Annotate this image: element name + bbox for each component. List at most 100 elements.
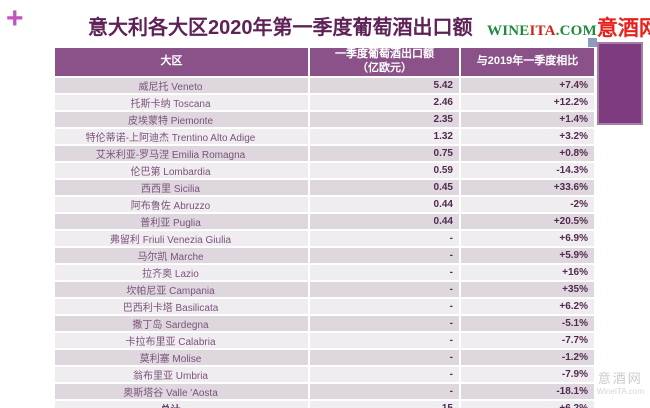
watermark-en: WineITA.com: [596, 386, 644, 396]
change-cell: -7.9%: [461, 367, 594, 382]
change-cell: +20.5%: [461, 214, 594, 229]
region-name-cn: 撒丁岛: [132, 320, 163, 331]
change-value: +20.5%: [553, 216, 588, 227]
table-row: 威尼托 Veneto 5.42 +7.4%: [55, 78, 594, 93]
export-cell: -: [310, 367, 459, 382]
region-name-cn: 巴西利卡塔: [122, 303, 173, 314]
region-cell: 阿布鲁佐 Abruzzo: [55, 197, 308, 212]
change-cell: +16%: [461, 265, 594, 280]
region-name-cn: 卡拉布里亚: [125, 337, 176, 348]
region-name-cn: 伦巴第: [130, 167, 161, 178]
export-cell: -: [310, 248, 459, 263]
change-cell: +12.2%: [461, 95, 594, 110]
region-name-it: Sardegna: [162, 320, 209, 331]
export-cell: 2.46: [310, 95, 459, 110]
change-value: +0.8%: [559, 148, 588, 159]
export-cell: -: [310, 299, 459, 314]
change-value: +12.2%: [553, 97, 588, 108]
change-cell: +5.9%: [461, 248, 594, 263]
table-row: 伦巴第 Lombardia 0.59 -14.3%: [55, 163, 594, 178]
change-value: -2%: [570, 199, 588, 210]
export-cell: -: [310, 316, 459, 331]
table-row: 卡拉布里亚 Calabria - -7.7%: [55, 333, 594, 348]
region-name-cn: 阿布鲁佐: [130, 201, 171, 212]
table-row: 特伦蒂诺-上阿迪杰 Trentino Alto Adige 1.32 +3.2%: [55, 129, 594, 144]
header-region: 大区: [55, 48, 308, 76]
table-row: 总计 15 +6.2%: [55, 401, 594, 408]
table-row: 马尔凯 Marche - +5.9%: [55, 248, 594, 263]
table-header-row: 大区 一季度葡萄酒出口额 （亿欧元） 与2019年一季度相比: [55, 48, 594, 76]
export-cell: -: [310, 265, 459, 280]
export-cell: 0.44: [310, 214, 459, 229]
change-value: +6.2%: [559, 403, 588, 408]
header-change: 与2019年一季度相比: [461, 48, 594, 76]
change-value: -7.7%: [561, 335, 588, 346]
change-value: +1.4%: [559, 114, 588, 125]
region-cell: 奥斯塔谷 Valle 'Aosta: [55, 384, 308, 399]
export-value: -: [449, 352, 453, 363]
region-name-cn: 翁布里亚: [132, 371, 173, 382]
header-export-line2: （亿欧元）: [357, 62, 412, 74]
export-value: -: [449, 233, 453, 244]
export-value: -: [449, 386, 453, 397]
region-cell: 弗留利 Friuli Venezia Giulia: [55, 231, 308, 246]
region-name-cn: 特伦蒂诺-上阿迪杰: [85, 133, 169, 144]
table-row: 艾米利亚-罗马涅 Emilia Romagna 0.75 +0.8%: [55, 146, 594, 161]
table-row: 奥斯塔谷 Valle 'Aosta - -18.1%: [55, 384, 594, 399]
region-cell: 伦巴第 Lombardia: [55, 163, 308, 178]
region-name-it: Valle 'Aosta: [163, 388, 218, 399]
region-cell: 总计: [55, 401, 308, 408]
change-value: -18.1%: [556, 386, 588, 397]
table-row: 莫利塞 Molise - -1.2%: [55, 350, 594, 365]
change-cell: +33.6%: [461, 180, 594, 195]
region-name-it: Veneto: [168, 82, 203, 93]
header-export-line1: 一季度葡萄酒出口额: [335, 48, 434, 61]
region-name-it: Piemonte: [167, 116, 214, 127]
table-row: 巴西利卡塔 Basilicata - +6.2%: [55, 299, 594, 314]
region-name-it: Friuli Venezia Giulia: [139, 235, 232, 246]
region-name-cn: 奥斯塔谷: [123, 388, 164, 399]
page-title: 意大利各大区2020年第一季度葡萄酒出口额: [88, 17, 473, 39]
export-cell: 0.59: [310, 163, 459, 178]
table-row: 撒丁岛 Sardegna - -5.1%: [55, 316, 594, 331]
region-name-cn: 托斯卡纳: [130, 99, 171, 110]
region-name-cn: 弗留利: [109, 235, 140, 246]
region-name-it: Umbria: [172, 371, 208, 382]
change-cell: -14.3%: [461, 163, 594, 178]
change-cell: +0.8%: [461, 146, 594, 161]
export-value: -: [449, 318, 453, 329]
change-value: -5.1%: [561, 318, 588, 329]
region-name-cn: 艾米利亚-罗马涅: [95, 150, 170, 161]
region-cell: 马尔凯 Marche: [55, 248, 308, 263]
header-export: 一季度葡萄酒出口额 （亿欧元）: [310, 48, 459, 76]
region-cell: 卡拉布里亚 Calabria: [55, 333, 308, 348]
export-value: -: [449, 250, 453, 261]
export-cell: 15: [310, 401, 459, 408]
export-value: 0.44: [433, 216, 453, 227]
export-cell: -: [310, 333, 459, 348]
export-value: 5.42: [433, 80, 453, 91]
change-cell: +1.4%: [461, 112, 594, 127]
logo-wine-text: WINE: [487, 23, 530, 39]
export-value: 2.35: [433, 114, 453, 125]
export-cell: 1.32: [310, 129, 459, 144]
region-name-cn: 普利亚: [140, 218, 171, 229]
region-name-it: Puglia: [170, 218, 201, 229]
region-name-cn: 马尔凯: [137, 252, 168, 263]
export-cell: 0.45: [310, 180, 459, 195]
export-cell: -: [310, 231, 459, 246]
table-row: 皮埃蒙特 Piemonte 2.35 +1.4%: [55, 112, 594, 127]
table-row: 西西里 Sicilia 0.45 +33.6%: [55, 180, 594, 195]
export-value: 0.45: [433, 182, 453, 193]
region-cell: 巴西利卡塔 Basilicata: [55, 299, 308, 314]
region-name-it: Abruzzo: [170, 201, 211, 212]
wineita-logo: WINEITA.COM意酒网: [487, 12, 650, 42]
region-name-cn: 坎帕尼亚: [126, 286, 167, 297]
table-row: 坎帕尼亚 Campania - +35%: [55, 282, 594, 297]
export-cell: 5.42: [310, 78, 459, 93]
region-name-it: Toscana: [170, 99, 211, 110]
table-row: 普利亚 Puglia 0.44 +20.5%: [55, 214, 594, 229]
logo-com-text: .COM: [555, 23, 597, 39]
region-cell: 拉齐奥 Lazio: [55, 265, 308, 280]
